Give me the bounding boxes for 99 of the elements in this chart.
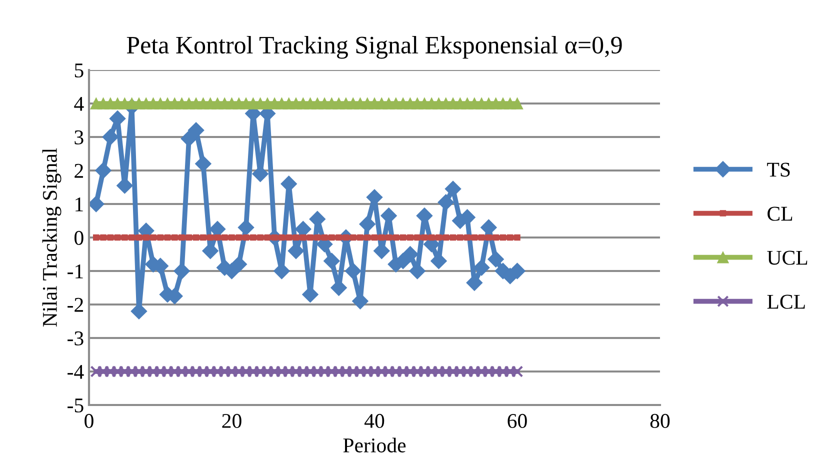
legend-label: UCL (767, 250, 808, 265)
point (488, 251, 504, 268)
point (364, 234, 370, 241)
point (186, 234, 192, 241)
point (93, 234, 100, 241)
point (357, 234, 364, 241)
point (359, 216, 376, 232)
point (442, 234, 450, 241)
point (257, 234, 264, 241)
y-tick-label: -1 (68, 264, 83, 278)
y-tick-label: 3 (74, 130, 84, 144)
point (242, 234, 250, 241)
y-tick-label: 0 (74, 230, 84, 245)
point (386, 234, 392, 241)
point (278, 234, 285, 241)
point (344, 262, 362, 280)
point (478, 234, 485, 241)
point (180, 130, 198, 147)
point (509, 262, 526, 280)
point (178, 234, 185, 241)
point (150, 234, 156, 241)
point (473, 259, 490, 276)
legend-label: TS (767, 162, 790, 177)
point (323, 252, 340, 270)
point (407, 234, 414, 241)
y-tick-label: -5 (68, 398, 84, 412)
point (192, 234, 200, 241)
x-tick-label: 40 (364, 414, 384, 428)
point (200, 234, 206, 241)
legend-label: CL (768, 206, 792, 221)
point (500, 234, 506, 241)
point (436, 234, 442, 241)
point (230, 256, 248, 273)
point (214, 234, 221, 241)
y-tick-label: 1 (76, 197, 83, 212)
point (250, 234, 256, 241)
point (100, 234, 106, 241)
point (421, 234, 428, 241)
point (114, 234, 121, 241)
point (292, 234, 300, 241)
point (89, 196, 104, 212)
chart-title: Peta Kontrol Tracking Signal Eksponensial α=0,9 (126, 36, 622, 59)
y-tick-label: 5 (74, 64, 84, 78)
point (102, 128, 119, 146)
point (95, 162, 112, 179)
x-tick-label: 80 (650, 414, 670, 428)
point (307, 234, 314, 241)
x-tick-label: 60 (508, 414, 527, 428)
y-axis-title: Nilai Tracking Signal (42, 148, 62, 327)
y-tick-label: -4 (68, 365, 84, 379)
point (142, 234, 150, 241)
point (444, 180, 462, 198)
point (228, 234, 235, 241)
point (157, 234, 164, 241)
point (450, 234, 456, 241)
point (492, 234, 499, 241)
point (136, 234, 142, 241)
point (221, 234, 228, 241)
point (438, 194, 454, 211)
point (371, 234, 378, 241)
point (164, 234, 171, 241)
point (506, 234, 514, 241)
y-tick-label: -2 (68, 298, 83, 312)
point (128, 234, 135, 241)
x-axis-title: Periode (343, 438, 406, 452)
point (392, 234, 400, 241)
point (207, 234, 214, 241)
point (286, 234, 292, 241)
point (314, 234, 321, 241)
y-tick-label: 4 (74, 97, 84, 111)
x-tick-label: 20 (222, 414, 242, 428)
point (511, 98, 524, 110)
point (471, 234, 478, 241)
point (400, 234, 406, 241)
point (414, 234, 420, 241)
point (264, 234, 271, 241)
y-tick-label: 2 (74, 164, 83, 178)
point (122, 234, 128, 241)
point (236, 234, 242, 241)
legend-label: LCL (767, 294, 805, 309)
point (402, 246, 418, 262)
point (336, 234, 342, 241)
x-tick-label: 0 (84, 414, 94, 428)
point (321, 234, 328, 241)
point (514, 234, 520, 241)
point (378, 234, 385, 241)
point (107, 234, 114, 241)
point (350, 234, 356, 241)
point (428, 234, 435, 241)
point (300, 234, 306, 241)
point (194, 156, 212, 172)
point (486, 234, 492, 241)
point (464, 234, 470, 241)
point (174, 262, 190, 280)
y-tick-label: -3 (68, 331, 84, 346)
point (328, 234, 335, 241)
point (172, 234, 178, 241)
point (457, 234, 464, 241)
point (238, 219, 254, 236)
